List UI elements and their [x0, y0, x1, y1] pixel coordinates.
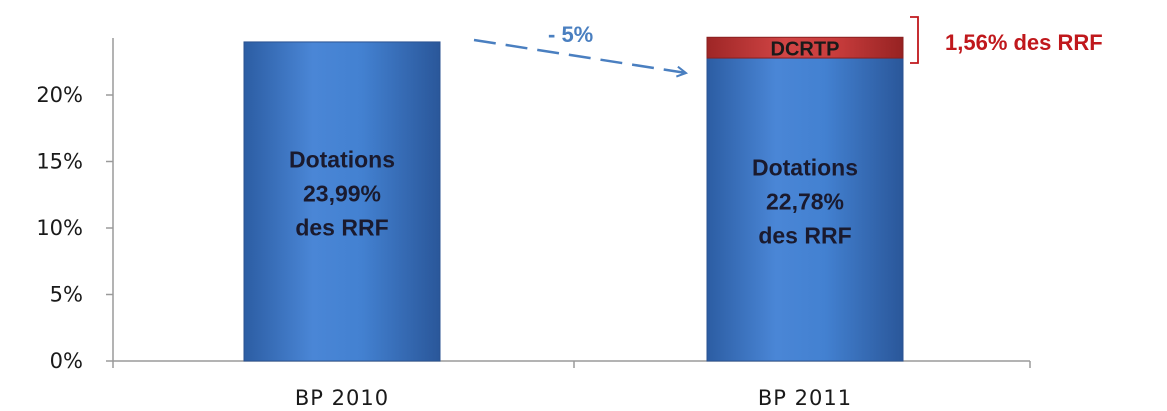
- change-arrow: [473, 38, 686, 73]
- category-label: BP 2011: [758, 386, 852, 410]
- bar-value-label: Dotations: [752, 155, 858, 181]
- y-tick-label: 5%: [50, 283, 83, 307]
- y-tick-label: 15%: [36, 150, 83, 174]
- category-labels: BP 2010 BP 2011: [112, 361, 1031, 410]
- bar-value-label: des RRF: [295, 214, 388, 240]
- bracket-mark: [910, 16, 919, 64]
- change-label: - 5%: [548, 22, 593, 47]
- bar-dotations: [706, 57, 904, 362]
- y-ticks: 0% 5% 10% 15% 20%: [36, 83, 113, 373]
- y-tick-label: 0%: [50, 349, 83, 373]
- y-tick-label: 20%: [36, 83, 83, 107]
- bar-value-label: 22,78%: [766, 189, 844, 215]
- annotations: - 5% 1,56% des RRF: [473, 16, 1103, 73]
- y-tick-label: 10%: [36, 216, 83, 240]
- bar-dotations: [243, 41, 441, 362]
- bar-value-label: des RRF: [758, 223, 851, 249]
- bar-value-label: 23,99%: [303, 180, 381, 206]
- bracket-label: 1,56% des RRF: [945, 30, 1103, 55]
- bar-segment-label: DCRTP: [771, 39, 840, 61]
- bar-dcrtp: [706, 36, 904, 59]
- bar-value-label: Dotations: [289, 146, 395, 172]
- bars: Dotations 23,99% des RRF Dotations 22,78% des…: [243, 36, 904, 362]
- category-label: BP 2010: [295, 386, 389, 410]
